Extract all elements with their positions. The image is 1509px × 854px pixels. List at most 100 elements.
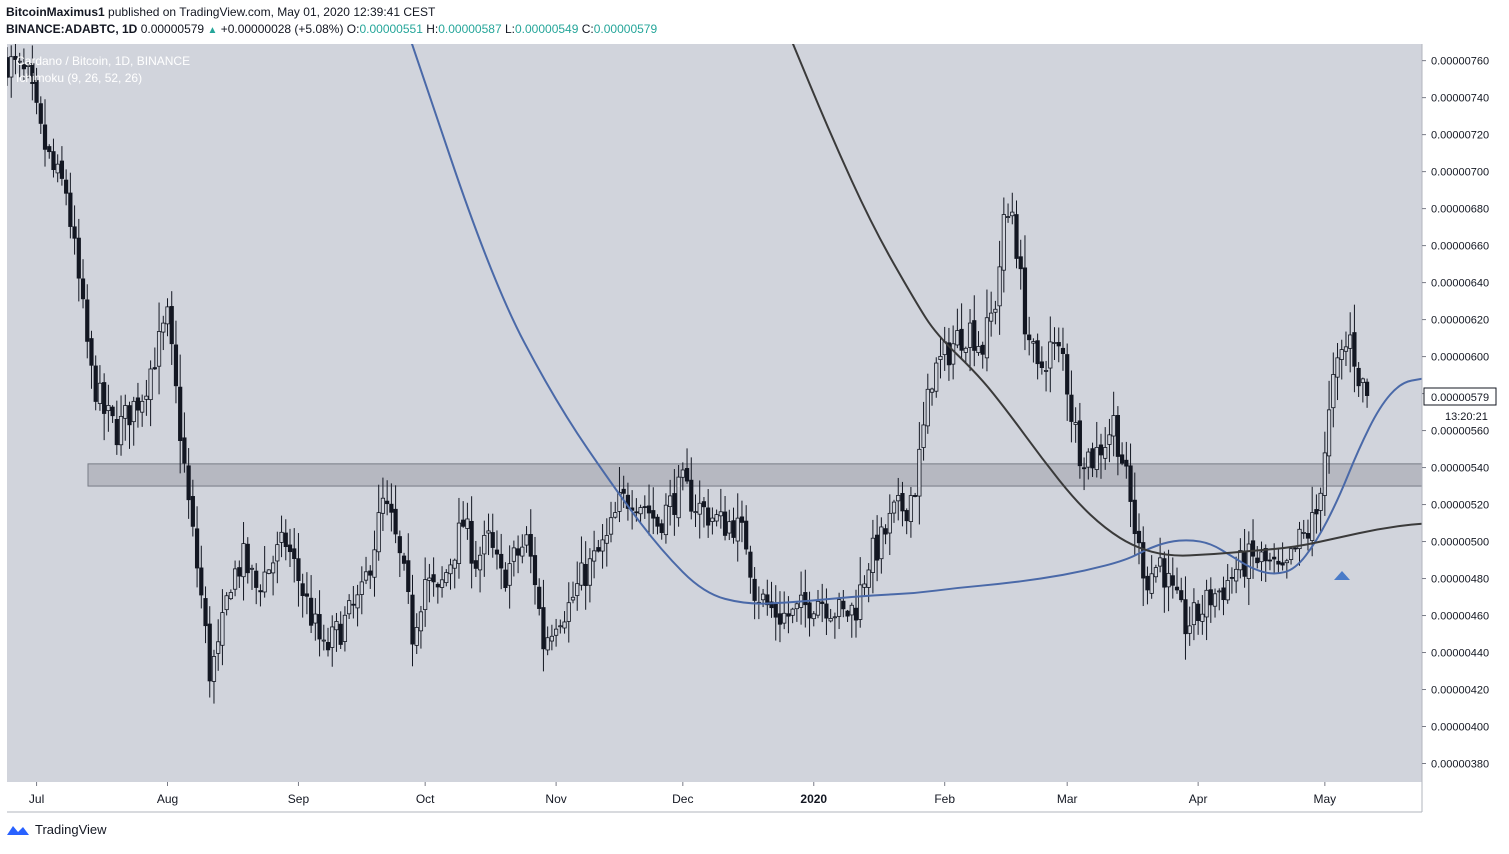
candle-body: [900, 493, 905, 512]
candle-body: [211, 656, 217, 682]
candle-body: [1132, 499, 1137, 535]
candle-body: [1318, 492, 1323, 511]
candle-body: [1204, 589, 1209, 618]
high-label: H:: [426, 22, 439, 36]
candle-body: [803, 592, 808, 606]
candle-body: [634, 511, 639, 514]
candle-body: [321, 639, 326, 642]
candle-body: [858, 584, 863, 620]
candle-body: [93, 365, 98, 402]
x-tick-label: Oct: [416, 792, 435, 806]
candle-body: [748, 551, 753, 578]
candle-body: [1056, 342, 1061, 347]
candle-body: [1314, 509, 1319, 515]
candle-body: [152, 367, 157, 370]
candle-body: [1250, 540, 1256, 557]
candle-body: [220, 612, 225, 646]
candle-body: [566, 602, 571, 622]
symbol-label: BINANCE:ADABTC, 1D: [6, 22, 138, 36]
candle-body: [917, 448, 922, 497]
candle-body: [275, 544, 280, 562]
candle-body: [494, 549, 500, 555]
candle-body: [1018, 256, 1023, 270]
candle-body: [393, 508, 398, 535]
candle-body: [820, 601, 825, 604]
candle-body: [1162, 558, 1167, 588]
candle-body: [237, 567, 242, 577]
candle-body: [866, 569, 871, 588]
x-tick-label: Dec: [672, 792, 693, 806]
candle-body: [338, 623, 343, 645]
candle-body: [439, 579, 445, 588]
candle-body: [97, 382, 103, 404]
candle-body: [845, 610, 850, 617]
candle-body: [921, 424, 926, 448]
candle-body: [562, 621, 567, 629]
candle-body: [891, 501, 897, 514]
candle-body: [718, 511, 723, 517]
candle-body: [1234, 568, 1239, 582]
candle-body: [1145, 575, 1150, 591]
candle-body: [1043, 370, 1049, 372]
candle-body: [655, 516, 660, 527]
y-tick-label: 0.00000700: [1431, 167, 1489, 179]
candle-body: [1297, 528, 1302, 550]
candle-body: [203, 598, 208, 627]
candle-body: [583, 564, 588, 586]
high-value: 0.00000587: [438, 22, 502, 36]
candle-body: [1124, 459, 1129, 467]
y-tick-label: 0.00000500: [1431, 537, 1489, 549]
candle-body: [1022, 267, 1028, 335]
candle-body: [490, 532, 495, 548]
y-tick-label: 0.00000480: [1431, 574, 1489, 586]
candle-body: [228, 592, 233, 600]
candle-body: [1225, 580, 1230, 601]
close-value: 0.00000579: [593, 22, 658, 36]
up-arrow-icon: ▲: [207, 25, 218, 36]
candle-body: [744, 520, 749, 550]
candle-body: [435, 583, 440, 588]
candle-body: [271, 562, 276, 574]
x-tick-label: Aug: [157, 792, 178, 806]
candle-body: [21, 64, 26, 70]
candle-body: [1263, 548, 1268, 562]
candle-body: [1136, 530, 1142, 544]
candle-body: [342, 614, 348, 642]
candle-body: [1174, 586, 1180, 591]
candle-body: [26, 64, 31, 67]
candle-body: [287, 544, 293, 553]
candle-body: [592, 550, 597, 562]
candle-body: [680, 469, 685, 478]
candle-body: [372, 549, 377, 578]
candle-body: [347, 600, 352, 615]
candle-body: [1001, 214, 1006, 271]
candle-body: [418, 611, 424, 632]
candle-body: [1039, 361, 1044, 369]
candle-body: [684, 468, 690, 482]
candle-body: [334, 621, 339, 631]
candle-body: [570, 596, 576, 601]
candle-body: [575, 583, 580, 596]
candle-body: [828, 618, 833, 622]
candle-body: [30, 63, 35, 84]
candle-body: [1348, 334, 1353, 349]
candle-body: [127, 405, 132, 426]
candle-body: [1103, 447, 1108, 459]
author-name[interactable]: BitcoinMaximus1: [6, 5, 105, 19]
candle-body: [1360, 378, 1365, 384]
candle-body: [486, 530, 491, 534]
candle-body: [587, 558, 592, 586]
candle-body: [765, 594, 770, 606]
candle-body: [976, 346, 981, 353]
plot-background: [7, 44, 1422, 782]
candle-body: [1255, 557, 1260, 564]
candle-body: [613, 512, 618, 518]
candle-body: [596, 547, 601, 552]
candle-body: [925, 388, 930, 427]
candle-body: [1229, 577, 1235, 579]
candle-body: [1060, 347, 1066, 354]
candle-body: [190, 496, 195, 527]
candle-body: [1272, 556, 1277, 560]
